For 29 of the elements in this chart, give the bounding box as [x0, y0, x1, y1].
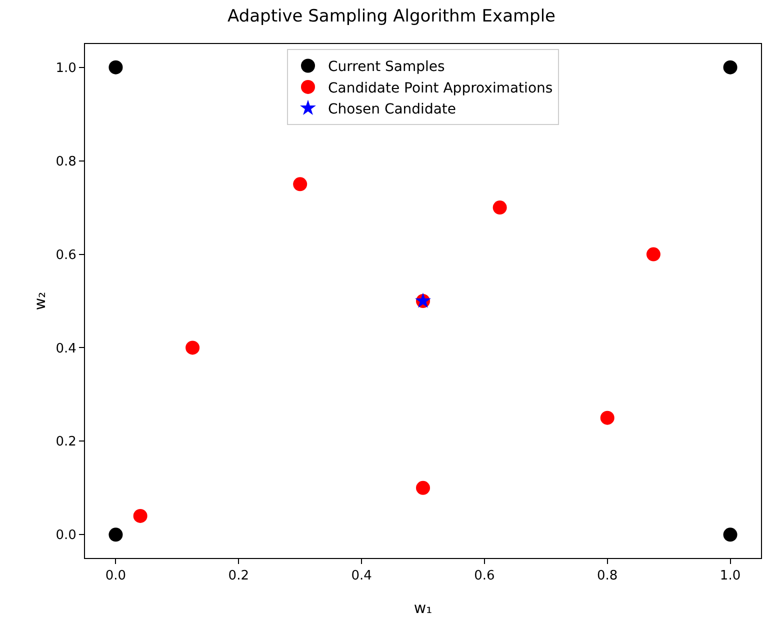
x-axis-title: w₁ [414, 599, 432, 617]
chart-title: Adaptive Sampling Algorithm Example [227, 6, 556, 26]
y-tick-label: 1.0 [56, 60, 76, 76]
x-tick-label: 0.6 [474, 568, 495, 584]
point [293, 177, 308, 192]
point [492, 200, 507, 215]
y-tick-label: 0.8 [56, 154, 76, 170]
y-tick-label: 0.0 [56, 528, 76, 544]
point [108, 60, 123, 74]
point [108, 528, 123, 542]
point [186, 340, 200, 355]
y-axis-title: w₂ [31, 292, 49, 310]
point [723, 528, 738, 542]
point [723, 60, 738, 74]
legend-label: Chosen Candidate [328, 102, 456, 118]
x-tick-label: 0.2 [228, 568, 249, 584]
y-tick-label: 0.4 [56, 341, 76, 356]
point [416, 480, 430, 495]
legend-label: Candidate Point Approximations [328, 80, 553, 96]
x-tick-label: 1.0 [720, 568, 741, 584]
legend-label: Current Samples [328, 59, 445, 76]
x-tick-label: 0.8 [597, 568, 618, 584]
y-tick-label: 0.6 [56, 248, 76, 263]
y-tick-label: 0.2 [56, 434, 76, 450]
point [133, 508, 148, 523]
point [600, 410, 614, 425]
x-tick-label: 0.0 [105, 568, 126, 584]
x-tick-label: 0.4 [351, 568, 372, 584]
point [646, 247, 660, 262]
